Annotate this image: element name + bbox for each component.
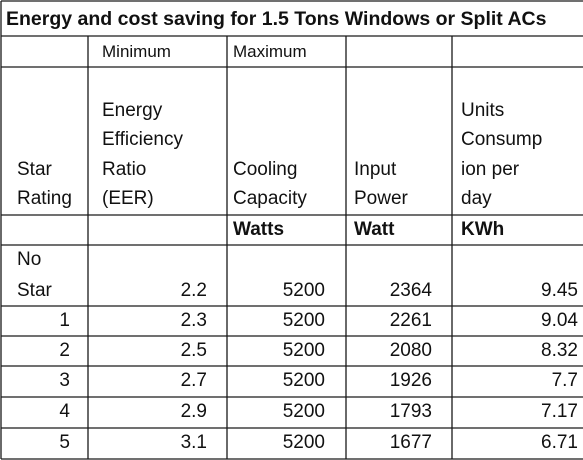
input-header-line-2: Power xyxy=(354,188,408,209)
cooling-unit: Watts xyxy=(233,219,285,240)
input-unit: Watt xyxy=(354,219,395,240)
table-cell-star: 3 xyxy=(59,370,70,391)
cooling-header-line-1: Cooling xyxy=(233,159,298,180)
table-cell-cooling: 5200 xyxy=(282,340,325,361)
units-header-line-2: Consump xyxy=(461,129,543,150)
table-cell-eer: 2.3 xyxy=(180,310,207,331)
table-cell-units: 7.7 xyxy=(551,370,578,391)
table-cell-eer: 2.5 xyxy=(180,340,207,361)
cooling-header-line-2: Capacity xyxy=(233,188,307,209)
star-header-line-1: Star xyxy=(17,159,52,180)
table-cell-star: 1 xyxy=(59,310,70,331)
table-cell-units: 6.71 xyxy=(541,432,578,453)
table-cell-cooling: 5200 xyxy=(282,280,325,301)
eer-header-line-4: (EER) xyxy=(102,188,154,209)
table-cell-eer: 2.7 xyxy=(180,370,207,391)
table-row-star-label-line-2: Star xyxy=(17,280,52,301)
units-header-line-1: Units xyxy=(461,100,505,121)
maximum-label: Maximum xyxy=(233,42,307,61)
table-cell-eer: 3.1 xyxy=(180,432,207,453)
input-header-line-1: Input xyxy=(354,159,397,180)
table-row-star-label-line-1: No xyxy=(17,249,42,270)
table-cell-eer: 2.9 xyxy=(180,401,207,422)
table-title: Energy and cost saving for 1.5 Tons Wind… xyxy=(6,8,547,30)
table-cell-cooling: 5200 xyxy=(282,310,325,331)
table-cell-units: 7.17 xyxy=(541,401,578,422)
table-cell-eer: 2.2 xyxy=(180,280,207,301)
eer-header-line-3: Ratio xyxy=(102,159,147,180)
minimum-label: Minimum xyxy=(102,42,171,61)
table-cell-input: 1793 xyxy=(389,401,432,422)
table-cell-input: 1677 xyxy=(389,432,432,453)
units-header-line-4: day xyxy=(461,188,492,209)
table-cell-input: 1926 xyxy=(389,370,432,391)
table-cell-units: 9.45 xyxy=(541,280,578,301)
table-cell-star: 2 xyxy=(59,340,70,361)
table-cell-input: 2261 xyxy=(389,310,432,331)
eer-header-line-2: Efficiency xyxy=(102,129,183,150)
table-cell-star: 4 xyxy=(59,401,70,422)
table-cell-units: 8.32 xyxy=(541,340,578,361)
eer-header-line-1: Energy xyxy=(102,100,163,121)
table-cell-cooling: 5200 xyxy=(282,401,325,422)
units-header-line-3: ion per xyxy=(461,159,520,180)
star-header-line-2: Rating xyxy=(17,188,72,209)
table-cell-units: 9.04 xyxy=(541,310,578,331)
consumption-unit: KWh xyxy=(461,219,505,240)
table-cell-star: 5 xyxy=(59,432,70,453)
table-cell-input: 2364 xyxy=(389,280,432,301)
table-cell-cooling: 5200 xyxy=(282,432,325,453)
table-cell-input: 2080 xyxy=(389,340,432,361)
table-cell-cooling: 5200 xyxy=(282,370,325,391)
